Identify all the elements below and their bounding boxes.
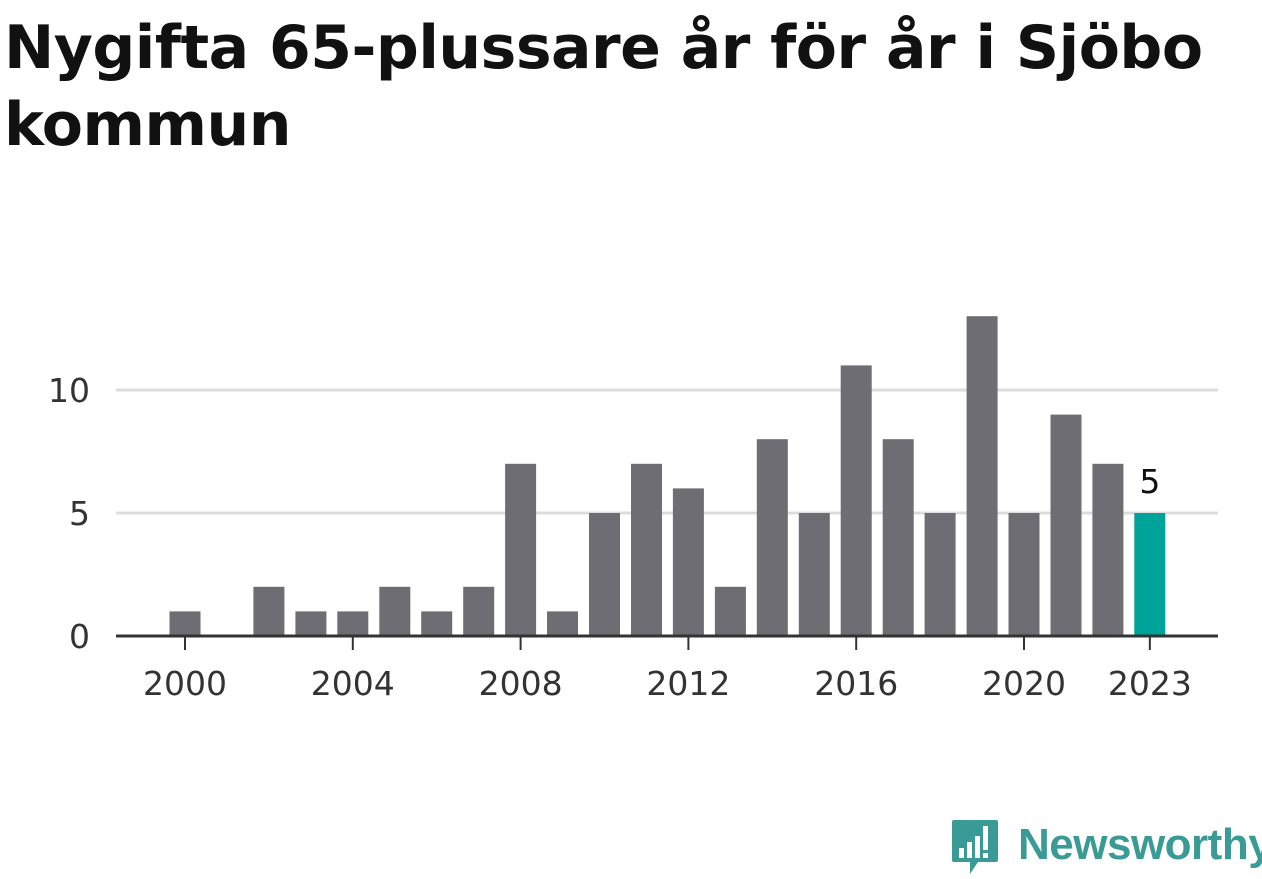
bar [1134,513,1166,636]
bar [463,586,495,636]
x-axis-ticks: 2000 2004 2008 2012 2016 2020 2023 [143,636,1192,703]
bar [589,513,620,636]
y-tick-label: 0 [69,617,90,656]
x-tick-label: 2000 [143,664,227,703]
bar [966,316,998,636]
bar [1050,414,1082,636]
bar [840,365,872,636]
bar [756,439,788,636]
bar [253,586,285,636]
bar [882,439,914,636]
newsworthy-logo: Newsworthy [950,818,1262,878]
x-tick-label: 2016 [814,664,898,703]
bar [1092,463,1124,636]
bar [337,611,369,636]
bar [295,611,327,636]
bars [169,316,1166,636]
y-tick-label: 5 [69,494,90,533]
x-tick-label: 2023 [1108,664,1192,703]
x-tick-label: 2020 [982,664,1066,703]
x-tick-label: 2008 [479,664,563,703]
data-labels: 5 [1139,462,1160,501]
newsworthy-logo-icon [952,820,998,874]
y-axis-ticks: 0 5 10 [48,371,90,656]
bar [672,488,704,636]
chart-title: Nygifta 65-plussare år för år i Sjöbo ko… [4,13,1203,160]
bar [421,611,453,636]
bar [631,463,662,636]
data-label: 5 [1139,462,1160,501]
x-tick-label: 2004 [311,664,395,703]
bar [924,513,956,636]
bar [379,586,411,636]
bar [1008,513,1040,636]
x-tick-label: 2012 [646,664,730,703]
bar [714,586,746,636]
bar [547,611,578,636]
bar [169,611,201,636]
brand-name: Newsworthy [1018,820,1262,869]
bar [798,513,830,636]
bar [505,463,537,636]
y-tick-label: 10 [48,371,90,410]
